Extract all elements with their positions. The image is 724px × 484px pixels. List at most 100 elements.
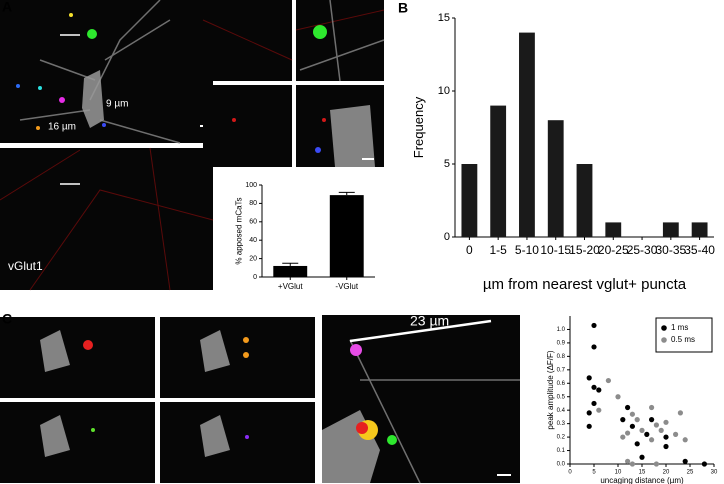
- point: [591, 400, 597, 407]
- y-tick-label: 0.7: [557, 367, 566, 373]
- x-tick-label: 10-15: [540, 243, 571, 257]
- x-tick-label: 0: [466, 243, 473, 257]
- x-tick-label: 35-40: [684, 243, 715, 257]
- point: [586, 375, 592, 381]
- legend-label: 0.5 ms: [671, 335, 695, 344]
- point: [653, 422, 660, 428]
- x-tick-label: 15-20: [569, 243, 600, 257]
- point: [673, 431, 679, 437]
- panel-label: B: [398, 0, 408, 16]
- x-tick-label: 30: [711, 470, 718, 476]
- x-tick-label: 10: [615, 470, 622, 476]
- x-tick-label: 15: [639, 470, 646, 476]
- point: [639, 454, 645, 460]
- y-tick-label: 1.0: [557, 327, 566, 333]
- bar: [576, 164, 593, 237]
- panel-label: C: [2, 311, 12, 327]
- image-label: 23 µm: [410, 313, 449, 329]
- y-tick-label: 5: [444, 158, 450, 170]
- micrograph-a: 9 µm 16 µm: [0, 0, 213, 144]
- y-tick-label: 10: [438, 85, 450, 97]
- image-label: 9 µm: [106, 99, 128, 110]
- y-tick-label: 0.5: [557, 394, 566, 400]
- panel-label: A: [2, 0, 12, 15]
- point: [663, 434, 669, 440]
- x-axis-label: µm from nearest vglut+ puncta: [483, 276, 687, 293]
- x-tick-label: 5-10: [515, 243, 539, 257]
- point: [629, 423, 636, 429]
- point: [649, 437, 655, 443]
- point: [649, 404, 655, 411]
- y-tick-label: 15: [438, 12, 450, 24]
- x-tick-label: +VGlut: [278, 282, 303, 291]
- image-label: 16 µm: [48, 122, 76, 133]
- micrograph-vglut: vGlut1: [0, 147, 214, 291]
- bar: [605, 222, 622, 237]
- y-tick-label: 20: [249, 255, 257, 262]
- point: [644, 431, 650, 437]
- micrograph-c: 23 µm: [0, 313, 520, 484]
- point: [625, 430, 631, 436]
- point: [634, 441, 640, 447]
- bar: [519, 32, 535, 237]
- point: [586, 423, 592, 429]
- point: [586, 410, 592, 416]
- x-tick-label: 30-35: [655, 243, 686, 257]
- bar: [691, 222, 708, 237]
- y-tick-label: 0.8: [557, 354, 566, 360]
- y-tick-label: 60: [249, 219, 257, 226]
- point: [591, 384, 597, 390]
- y-tick-label: 0.9: [557, 340, 566, 346]
- y-tick-label: 0: [253, 274, 257, 281]
- point: [625, 458, 631, 464]
- x-tick-label: -VGlut: [335, 282, 358, 291]
- micrograph-insets: [202, 0, 385, 167]
- y-tick-label: 40: [249, 237, 257, 244]
- y-tick-label: 0.2: [557, 435, 566, 441]
- x-tick-label: 25-30: [627, 243, 658, 257]
- point: [658, 427, 664, 433]
- point: [629, 461, 636, 467]
- point: [605, 377, 612, 384]
- point: [682, 458, 688, 464]
- point: [596, 387, 602, 393]
- y-tick-label: 0.1: [557, 448, 566, 454]
- legend-marker: [661, 325, 667, 331]
- y-tick-label: 0: [444, 231, 450, 243]
- x-tick-label: 5: [592, 470, 596, 476]
- y-tick-label: 0.6: [557, 381, 566, 387]
- bar: [329, 195, 364, 277]
- y-tick-label: 0.3: [557, 421, 566, 427]
- point: [620, 434, 626, 440]
- y-tick-label: 0.0: [557, 462, 566, 468]
- y-tick-label: 100: [245, 182, 257, 189]
- point: [649, 417, 655, 423]
- point: [620, 417, 626, 423]
- point: [591, 344, 597, 350]
- point: [615, 394, 621, 400]
- image-label: vGlut1: [8, 259, 43, 273]
- point: [677, 410, 684, 416]
- bar: [490, 105, 507, 237]
- bar: [273, 265, 308, 277]
- x-axis-label: uncaging distance (µm): [600, 476, 684, 484]
- point: [639, 427, 645, 433]
- point: [663, 443, 669, 450]
- point: [634, 417, 640, 423]
- point: [682, 437, 688, 443]
- point: [591, 322, 597, 329]
- y-tick-label: 0.4: [557, 408, 566, 414]
- y-axis-label: Frequency: [411, 96, 426, 158]
- legend-label: 1 ms: [671, 323, 688, 332]
- point: [625, 404, 631, 411]
- point: [701, 461, 708, 467]
- x-tick-label: 0: [568, 470, 572, 476]
- point: [653, 461, 660, 467]
- point: [663, 419, 669, 425]
- x-tick-label: 25: [687, 470, 694, 476]
- bar: [662, 222, 679, 237]
- bar: [547, 120, 564, 237]
- point: [629, 411, 636, 417]
- point: [596, 407, 602, 413]
